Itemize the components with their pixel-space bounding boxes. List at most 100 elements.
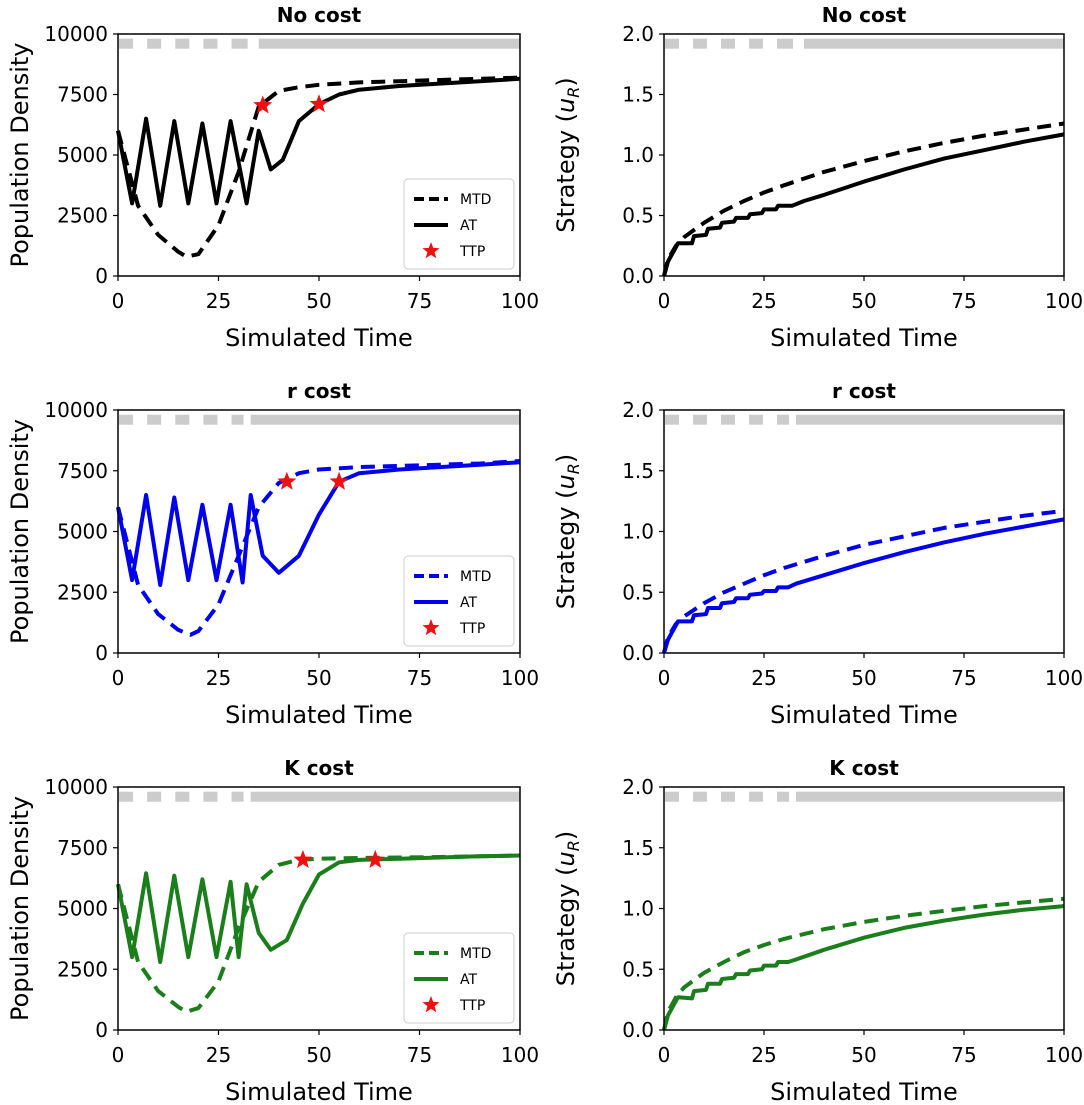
y-tick-label: 1.0 bbox=[622, 520, 654, 544]
panel-density-r-cost: 0 25 50 75 100 0 2500 5000 7500 10000 r cost Simula… bbox=[6, 379, 539, 729]
treatment-pulse bbox=[749, 791, 763, 802]
treatment-pulse bbox=[119, 38, 134, 49]
ttp-marker bbox=[329, 471, 349, 490]
y-tick-label: 0.5 bbox=[622, 204, 654, 228]
x-axis-label: Simulated Time bbox=[770, 701, 958, 729]
legend-ttp-label: TTP bbox=[459, 621, 485, 637]
y-axis-label: Strategy (uR) bbox=[552, 831, 583, 987]
series-line-at bbox=[116, 76, 521, 208]
chart-title: No cost bbox=[277, 3, 362, 27]
x-tick-label: 100 bbox=[501, 289, 539, 313]
treatment-pulse bbox=[749, 38, 763, 49]
x-tick-label: 75 bbox=[407, 666, 432, 690]
y-axis-label: Strategy (uR) bbox=[552, 77, 583, 233]
treatment-continuous-bar bbox=[250, 414, 520, 425]
treatment-pulse bbox=[175, 414, 190, 425]
x-tick-label: 100 bbox=[501, 666, 539, 690]
panel-strategy-r-cost: 0 25 50 75 100 0.0 0.5 1.0 1.5 2.0 r cost Simulated… bbox=[552, 379, 1083, 729]
x-tick-label: 75 bbox=[407, 289, 432, 313]
y-axis-label: Population Density bbox=[6, 43, 34, 268]
x-tick-label: 0 bbox=[658, 1043, 671, 1067]
treatment-pulse bbox=[175, 38, 190, 49]
treatment-pulse bbox=[231, 38, 248, 49]
legend-at-label: AT bbox=[460, 218, 477, 234]
x-tick-label: 50 bbox=[851, 289, 876, 313]
y-tick-label: 0 bbox=[95, 641, 108, 665]
treatment-pulse bbox=[777, 414, 789, 425]
y-tick-label: 0.0 bbox=[622, 641, 654, 665]
legend-mtd-label: MTD bbox=[460, 946, 491, 962]
treatment-pulse bbox=[203, 791, 218, 802]
treatment-pulse bbox=[119, 791, 134, 802]
legend-mtd-label: MTD bbox=[460, 569, 491, 585]
x-tick-label: 0 bbox=[658, 289, 671, 313]
y-tick-label: 7500 bbox=[57, 836, 108, 860]
x-tick-label: 0 bbox=[112, 1043, 125, 1067]
y-tick-label: 2.0 bbox=[622, 398, 654, 422]
panel-density-no-cost: 0 25 50 75 100 0 2500 5000 7500 10000 No cost Simul… bbox=[6, 3, 539, 352]
legend-ttp-marker bbox=[422, 996, 440, 1013]
y-tick-label: 7500 bbox=[57, 83, 108, 107]
y-tick-label: 5000 bbox=[57, 143, 108, 167]
treatment-continuous-bar bbox=[796, 414, 1064, 425]
x-tick-label: 100 bbox=[1045, 289, 1083, 313]
y-axis-label: Strategy (uR) bbox=[552, 454, 583, 610]
ttp-marker bbox=[277, 471, 297, 490]
y-tick-label: 1.5 bbox=[622, 459, 654, 483]
axes-frame bbox=[663, 33, 1065, 277]
x-tick-label: 25 bbox=[206, 1043, 231, 1067]
x-tick-label: 100 bbox=[1045, 1043, 1083, 1067]
treatment-pulse bbox=[203, 38, 218, 49]
x-tick-label: 100 bbox=[1045, 666, 1083, 690]
treatment-continuous-bar bbox=[258, 38, 520, 49]
x-tick-label: 25 bbox=[751, 289, 776, 313]
x-tick-label: 25 bbox=[751, 666, 776, 690]
treatment-pulse bbox=[665, 791, 679, 802]
y-tick-label: 1.0 bbox=[622, 143, 654, 167]
series-line-mtd bbox=[662, 508, 1065, 654]
treatment-continuous-bar bbox=[250, 791, 520, 802]
x-tick-label: 25 bbox=[206, 289, 231, 313]
y-tick-label: 2500 bbox=[57, 957, 108, 981]
series-line-at bbox=[662, 132, 1065, 277]
treatment-continuous-bar bbox=[804, 38, 1064, 49]
x-tick-label: 100 bbox=[501, 1043, 539, 1067]
axes-frame bbox=[663, 786, 1065, 1031]
y-tick-label: 0 bbox=[95, 264, 108, 288]
y-tick-label: 10000 bbox=[44, 398, 108, 422]
treatment-pulse bbox=[777, 791, 789, 802]
x-tick-label: 50 bbox=[851, 666, 876, 690]
x-axis-label: Simulated Time bbox=[225, 701, 413, 729]
treatment-pulse bbox=[175, 791, 190, 802]
x-tick-label: 75 bbox=[951, 289, 976, 313]
x-axis-label: Simulated Time bbox=[770, 1078, 958, 1105]
y-tick-label: 0.5 bbox=[622, 580, 654, 604]
treatment-pulse bbox=[147, 791, 162, 802]
panel-strategy-no-cost: 0 25 50 75 100 0.0 0.5 1.0 1.5 2.0 No cost Simulate… bbox=[552, 3, 1083, 352]
x-tick-label: 0 bbox=[658, 666, 671, 690]
legend-at-label: AT bbox=[460, 972, 477, 988]
series-line-mtd bbox=[662, 896, 1065, 1031]
legend-ttp-marker bbox=[422, 619, 440, 636]
ttp-marker bbox=[253, 95, 273, 114]
treatment-pulse bbox=[119, 414, 134, 425]
y-tick-label: 1.5 bbox=[622, 836, 654, 860]
treatment-pulse bbox=[693, 791, 707, 802]
treatment-pulse bbox=[693, 38, 707, 49]
legend-ttp-label: TTP bbox=[459, 244, 485, 260]
panel-density-k-cost: 0 25 50 75 100 0 2500 5000 7500 10000 K cost Simula… bbox=[6, 756, 539, 1105]
treatment-pulse bbox=[693, 414, 707, 425]
y-tick-label: 10000 bbox=[44, 22, 108, 46]
chart-title: No cost bbox=[822, 3, 907, 27]
y-tick-label: 1.0 bbox=[622, 897, 654, 921]
chart-title: r cost bbox=[287, 379, 351, 403]
y-tick-label: 2500 bbox=[57, 204, 108, 228]
y-tick-label: 0 bbox=[95, 1018, 108, 1042]
treatment-pulse bbox=[777, 38, 793, 49]
y-tick-label: 5000 bbox=[57, 520, 108, 544]
treatment-pulse bbox=[721, 38, 735, 49]
ttp-marker bbox=[293, 849, 313, 868]
treatment-continuous-bar bbox=[796, 791, 1064, 802]
treatment-pulse bbox=[721, 791, 735, 802]
